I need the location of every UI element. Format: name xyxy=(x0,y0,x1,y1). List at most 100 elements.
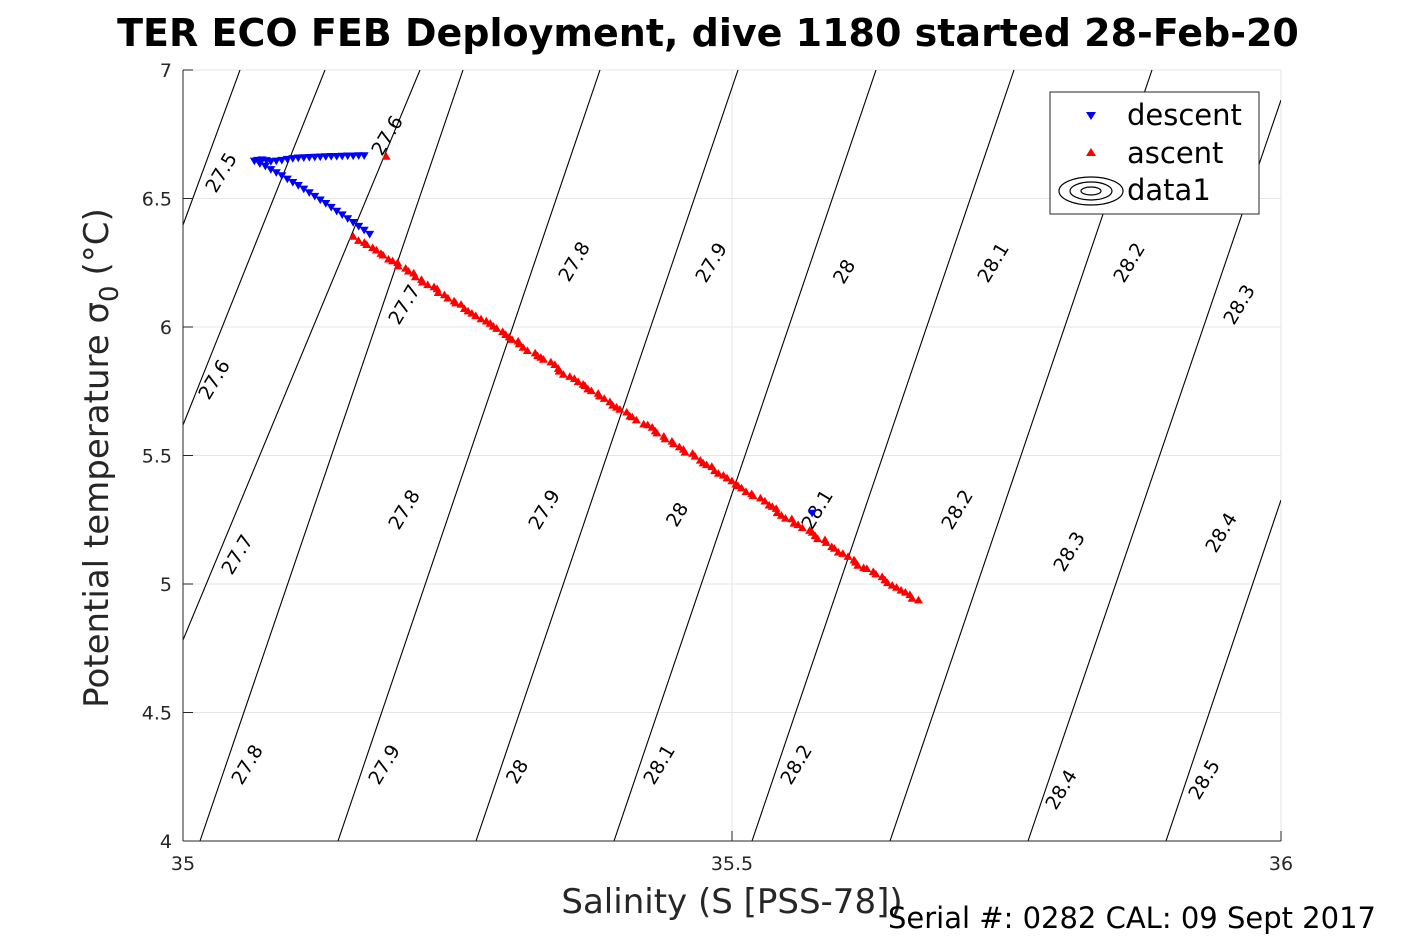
ascent-point xyxy=(569,374,579,382)
ascent-point xyxy=(680,447,690,456)
legend-data1-label: data1 xyxy=(1127,173,1211,207)
descent-point xyxy=(293,154,303,163)
ascent-point xyxy=(821,538,831,546)
ascent-point xyxy=(393,258,403,267)
y-tick-label: 4 xyxy=(160,831,172,853)
ascent-point xyxy=(595,391,605,400)
chart-title: TER ECO FEB Deployment, dive 1180 starte… xyxy=(117,11,1299,55)
descent-point xyxy=(807,509,817,518)
descent-point xyxy=(343,215,353,223)
descent-point xyxy=(271,157,281,166)
descent-point xyxy=(315,196,325,205)
ascent-point xyxy=(780,513,790,522)
descent-point xyxy=(304,189,314,197)
descent-point xyxy=(332,153,342,161)
descent-point xyxy=(332,207,342,216)
ascent-point xyxy=(892,583,902,591)
descent-point xyxy=(271,169,281,177)
ascent-point xyxy=(813,534,823,543)
ascent-point xyxy=(565,372,575,380)
ascent-point xyxy=(871,569,881,578)
ascent-point xyxy=(660,434,670,443)
ascent-point xyxy=(727,476,737,485)
legend-descent-label: descent xyxy=(1127,98,1242,132)
ascent-point xyxy=(443,293,453,302)
descent-point xyxy=(277,172,287,180)
ascent-point xyxy=(507,335,517,343)
ascent-point xyxy=(476,314,486,323)
ascent-point xyxy=(362,240,372,248)
descent-point xyxy=(299,154,309,162)
descent-point xyxy=(293,182,303,190)
density-contours xyxy=(183,70,1281,841)
descent-point xyxy=(321,200,331,208)
ascent-point xyxy=(599,394,609,402)
x-tick-label: 36 xyxy=(1269,853,1293,875)
y-ticks: 4 4.5 5 5.5 6 6.5 7 xyxy=(142,60,193,853)
ascent-point xyxy=(403,266,413,275)
ascent-point xyxy=(615,405,625,413)
x-ticks: 35 35.5 36 xyxy=(171,831,1293,875)
descent-point xyxy=(299,185,309,194)
data-points xyxy=(249,152,923,604)
y-tick-label: 6 xyxy=(160,317,172,339)
descent-point xyxy=(359,226,369,235)
y-tick-label: 7 xyxy=(160,60,172,82)
descent-point xyxy=(326,203,336,212)
y-tick-label: 4.5 xyxy=(142,703,172,725)
ascent-point xyxy=(381,152,391,160)
y-tick-label: 5.5 xyxy=(142,446,172,468)
y-axis-label-unit: (°C) xyxy=(77,208,117,275)
ascent-point xyxy=(776,511,786,519)
serial-cal-footer: Serial #: 0282 CAL: 09 Sept 2017 xyxy=(888,901,1376,935)
ascent-point xyxy=(900,588,910,596)
ascent-point xyxy=(741,487,751,495)
ascent-point xyxy=(690,451,700,460)
ascent-point xyxy=(433,288,443,297)
legend-ascent-label: ascent xyxy=(1127,136,1223,170)
descent-point xyxy=(310,153,320,162)
ascent-point xyxy=(451,298,461,307)
descent-point xyxy=(365,230,375,239)
y-axis-label-subscript: 0 xyxy=(95,285,125,302)
ascent-point xyxy=(722,473,732,482)
ascent-point xyxy=(353,236,363,244)
descent-point xyxy=(315,153,325,162)
ascent-point xyxy=(907,594,917,602)
ascent-point xyxy=(522,346,532,355)
ascent-point xyxy=(558,370,568,378)
ascent-point xyxy=(843,552,853,560)
isopycnal-line-0 xyxy=(199,70,464,841)
ascent-point xyxy=(539,355,549,363)
legend: descent ascent data1 xyxy=(1049,91,1260,215)
legend-ascent-marker xyxy=(1086,148,1096,156)
ascent-point xyxy=(393,261,403,270)
ascent-point xyxy=(417,277,427,286)
ascent-point xyxy=(713,469,723,477)
ascent-point xyxy=(793,520,803,529)
ascent-point xyxy=(410,272,420,281)
ascent-point xyxy=(631,415,641,424)
ascent-point xyxy=(573,377,583,386)
isopycnal-line-3 xyxy=(613,70,877,841)
ascent-point xyxy=(797,523,807,532)
ascent-point xyxy=(771,504,781,512)
ascent-point xyxy=(627,412,637,421)
isopycnal-line-6 xyxy=(1027,99,1281,841)
descent-point xyxy=(266,166,276,174)
isopycnal-line-8 xyxy=(183,70,421,641)
isopycnal-line-2 xyxy=(475,70,739,841)
ascent-point xyxy=(554,366,564,375)
ascent-point xyxy=(378,250,388,259)
ascent-point xyxy=(514,339,524,348)
ascent-point xyxy=(423,280,433,289)
ascent-point xyxy=(755,493,765,502)
descent-point xyxy=(359,152,369,160)
descent-point xyxy=(288,155,298,163)
ascent-point xyxy=(913,595,923,604)
ascent-point xyxy=(643,420,653,429)
ascent-point xyxy=(853,561,863,569)
ascent-point xyxy=(432,284,442,293)
ascent-point xyxy=(702,460,712,469)
